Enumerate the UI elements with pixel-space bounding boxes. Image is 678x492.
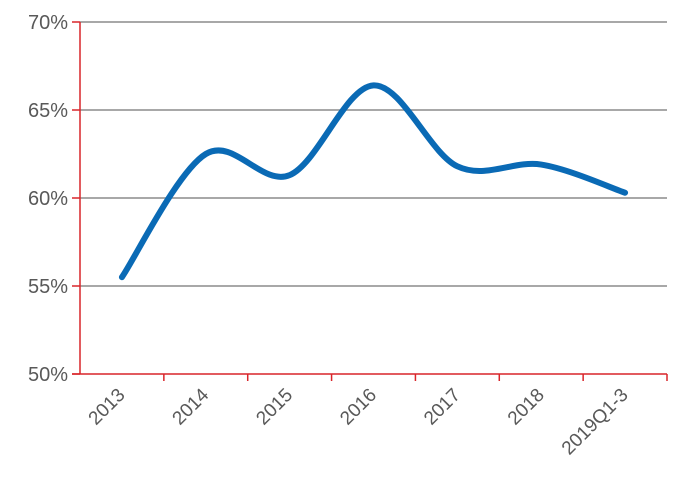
series-layer	[118, 82, 629, 281]
data-point-2013	[119, 274, 125, 280]
data-point-2016	[371, 82, 377, 88]
x-tick-label: 2018	[504, 385, 549, 430]
data-point-2014	[203, 151, 209, 157]
gridlines	[80, 21, 667, 287]
axes	[72, 21, 668, 381]
x-tick-label: 2017	[420, 385, 465, 430]
x-tick-label: 2019Q1-3	[558, 385, 633, 460]
data-point-2017	[454, 163, 460, 169]
y-tick-label: 50%	[28, 364, 68, 386]
x-tick-label: 2015	[252, 385, 297, 430]
data-point-2018	[538, 162, 544, 168]
data-point-2015	[287, 172, 293, 178]
y-tick-label: 70%	[28, 12, 68, 34]
y-axis-tick-labels: 50% 55% 60% 65% 70%	[28, 12, 68, 386]
series-line-0	[118, 82, 629, 281]
x-tick-label: 2014	[169, 384, 214, 429]
y-tick-label: 55%	[28, 276, 68, 298]
x-tick-label: 2013	[85, 385, 130, 430]
x-tick-label: 2016	[336, 385, 381, 430]
y-tick-label: 65%	[28, 100, 68, 122]
y-tick-label: 60%	[28, 188, 68, 210]
data-point-2019Q1-3	[622, 190, 628, 196]
x-axis-tick-labels: 2013 2014 2015 2016 2017 2018 2019Q1-3	[85, 384, 633, 459]
